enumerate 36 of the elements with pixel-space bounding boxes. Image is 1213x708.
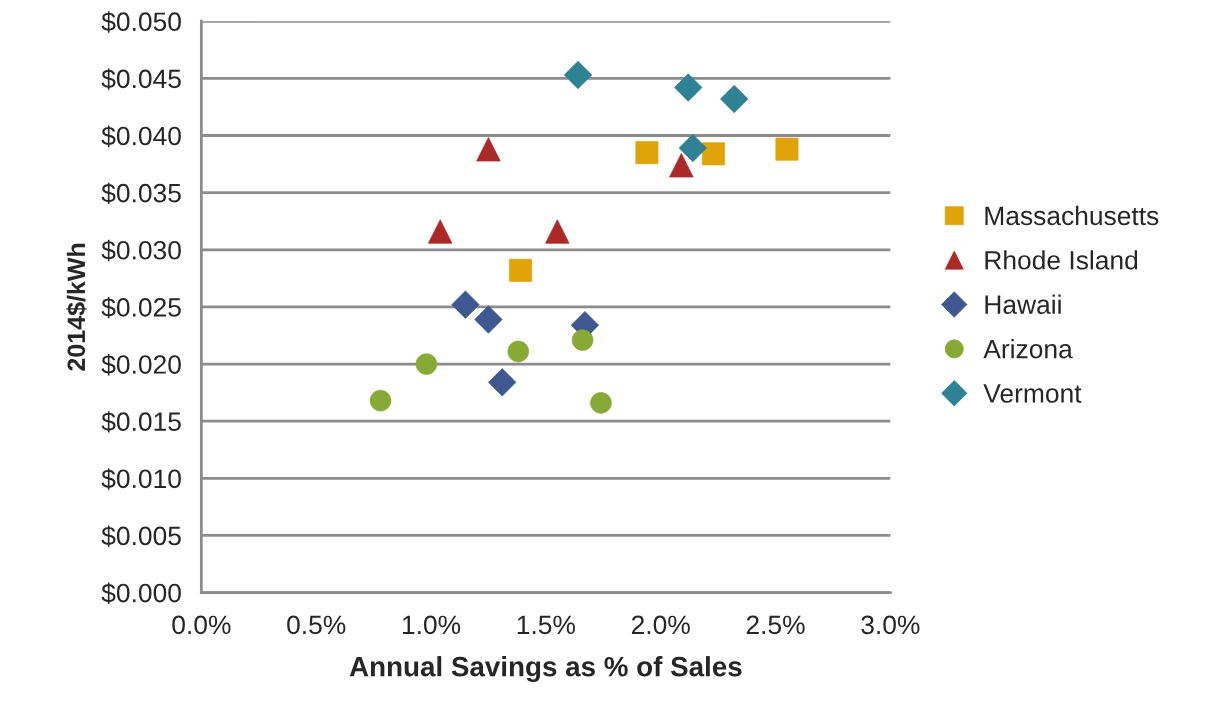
y-tick-label: $0.045	[101, 68, 181, 90]
legend-label: Rhode Island	[985, 250, 1138, 270]
x-tick-label: 1.5%	[517, 615, 575, 635]
point	[545, 219, 570, 244]
y-tick-label: $0.005	[101, 525, 181, 547]
point	[415, 353, 438, 375]
x-tick-label: 2.0%	[631, 615, 690, 635]
x-axis-title: Annual Savings as % of Sales	[349, 656, 742, 683]
x-tick-label: 2.5%	[746, 615, 805, 635]
y-tick-label: $0.010	[101, 468, 181, 490]
point	[488, 368, 517, 397]
y-tick-label: $0.035	[101, 182, 181, 205]
x-tick-label: 0.5%	[287, 615, 346, 635]
y-tick-label: $0.015	[101, 411, 181, 433]
legend-label: Vermont	[983, 384, 1082, 403]
x-tick-label: 0.0%	[172, 615, 231, 635]
legend-label: Hawaii	[985, 294, 1061, 314]
y-tick-label: $0.030	[101, 239, 181, 262]
legend-label: Massachusetts	[985, 205, 1159, 226]
y-tick-label: $0.050	[101, 11, 181, 33]
point	[563, 60, 593, 90]
y-axis-title: 2014$/kWh	[66, 243, 87, 371]
point	[720, 84, 749, 114]
point	[476, 137, 501, 162]
legend-label: Arizona	[983, 339, 1073, 359]
point	[474, 305, 503, 334]
y-tick-label: $0.000	[101, 582, 181, 604]
x-tick-label: 1.0%	[402, 615, 461, 635]
point	[571, 329, 594, 351]
x-tick-label: 3.0%	[861, 615, 920, 635]
point	[678, 133, 707, 163]
point	[451, 290, 480, 319]
y-tick-label: $0.025	[101, 296, 181, 319]
y-tick-label: $0.040	[101, 125, 181, 147]
point	[775, 137, 799, 161]
y-tick-label: $0.020	[101, 354, 181, 376]
